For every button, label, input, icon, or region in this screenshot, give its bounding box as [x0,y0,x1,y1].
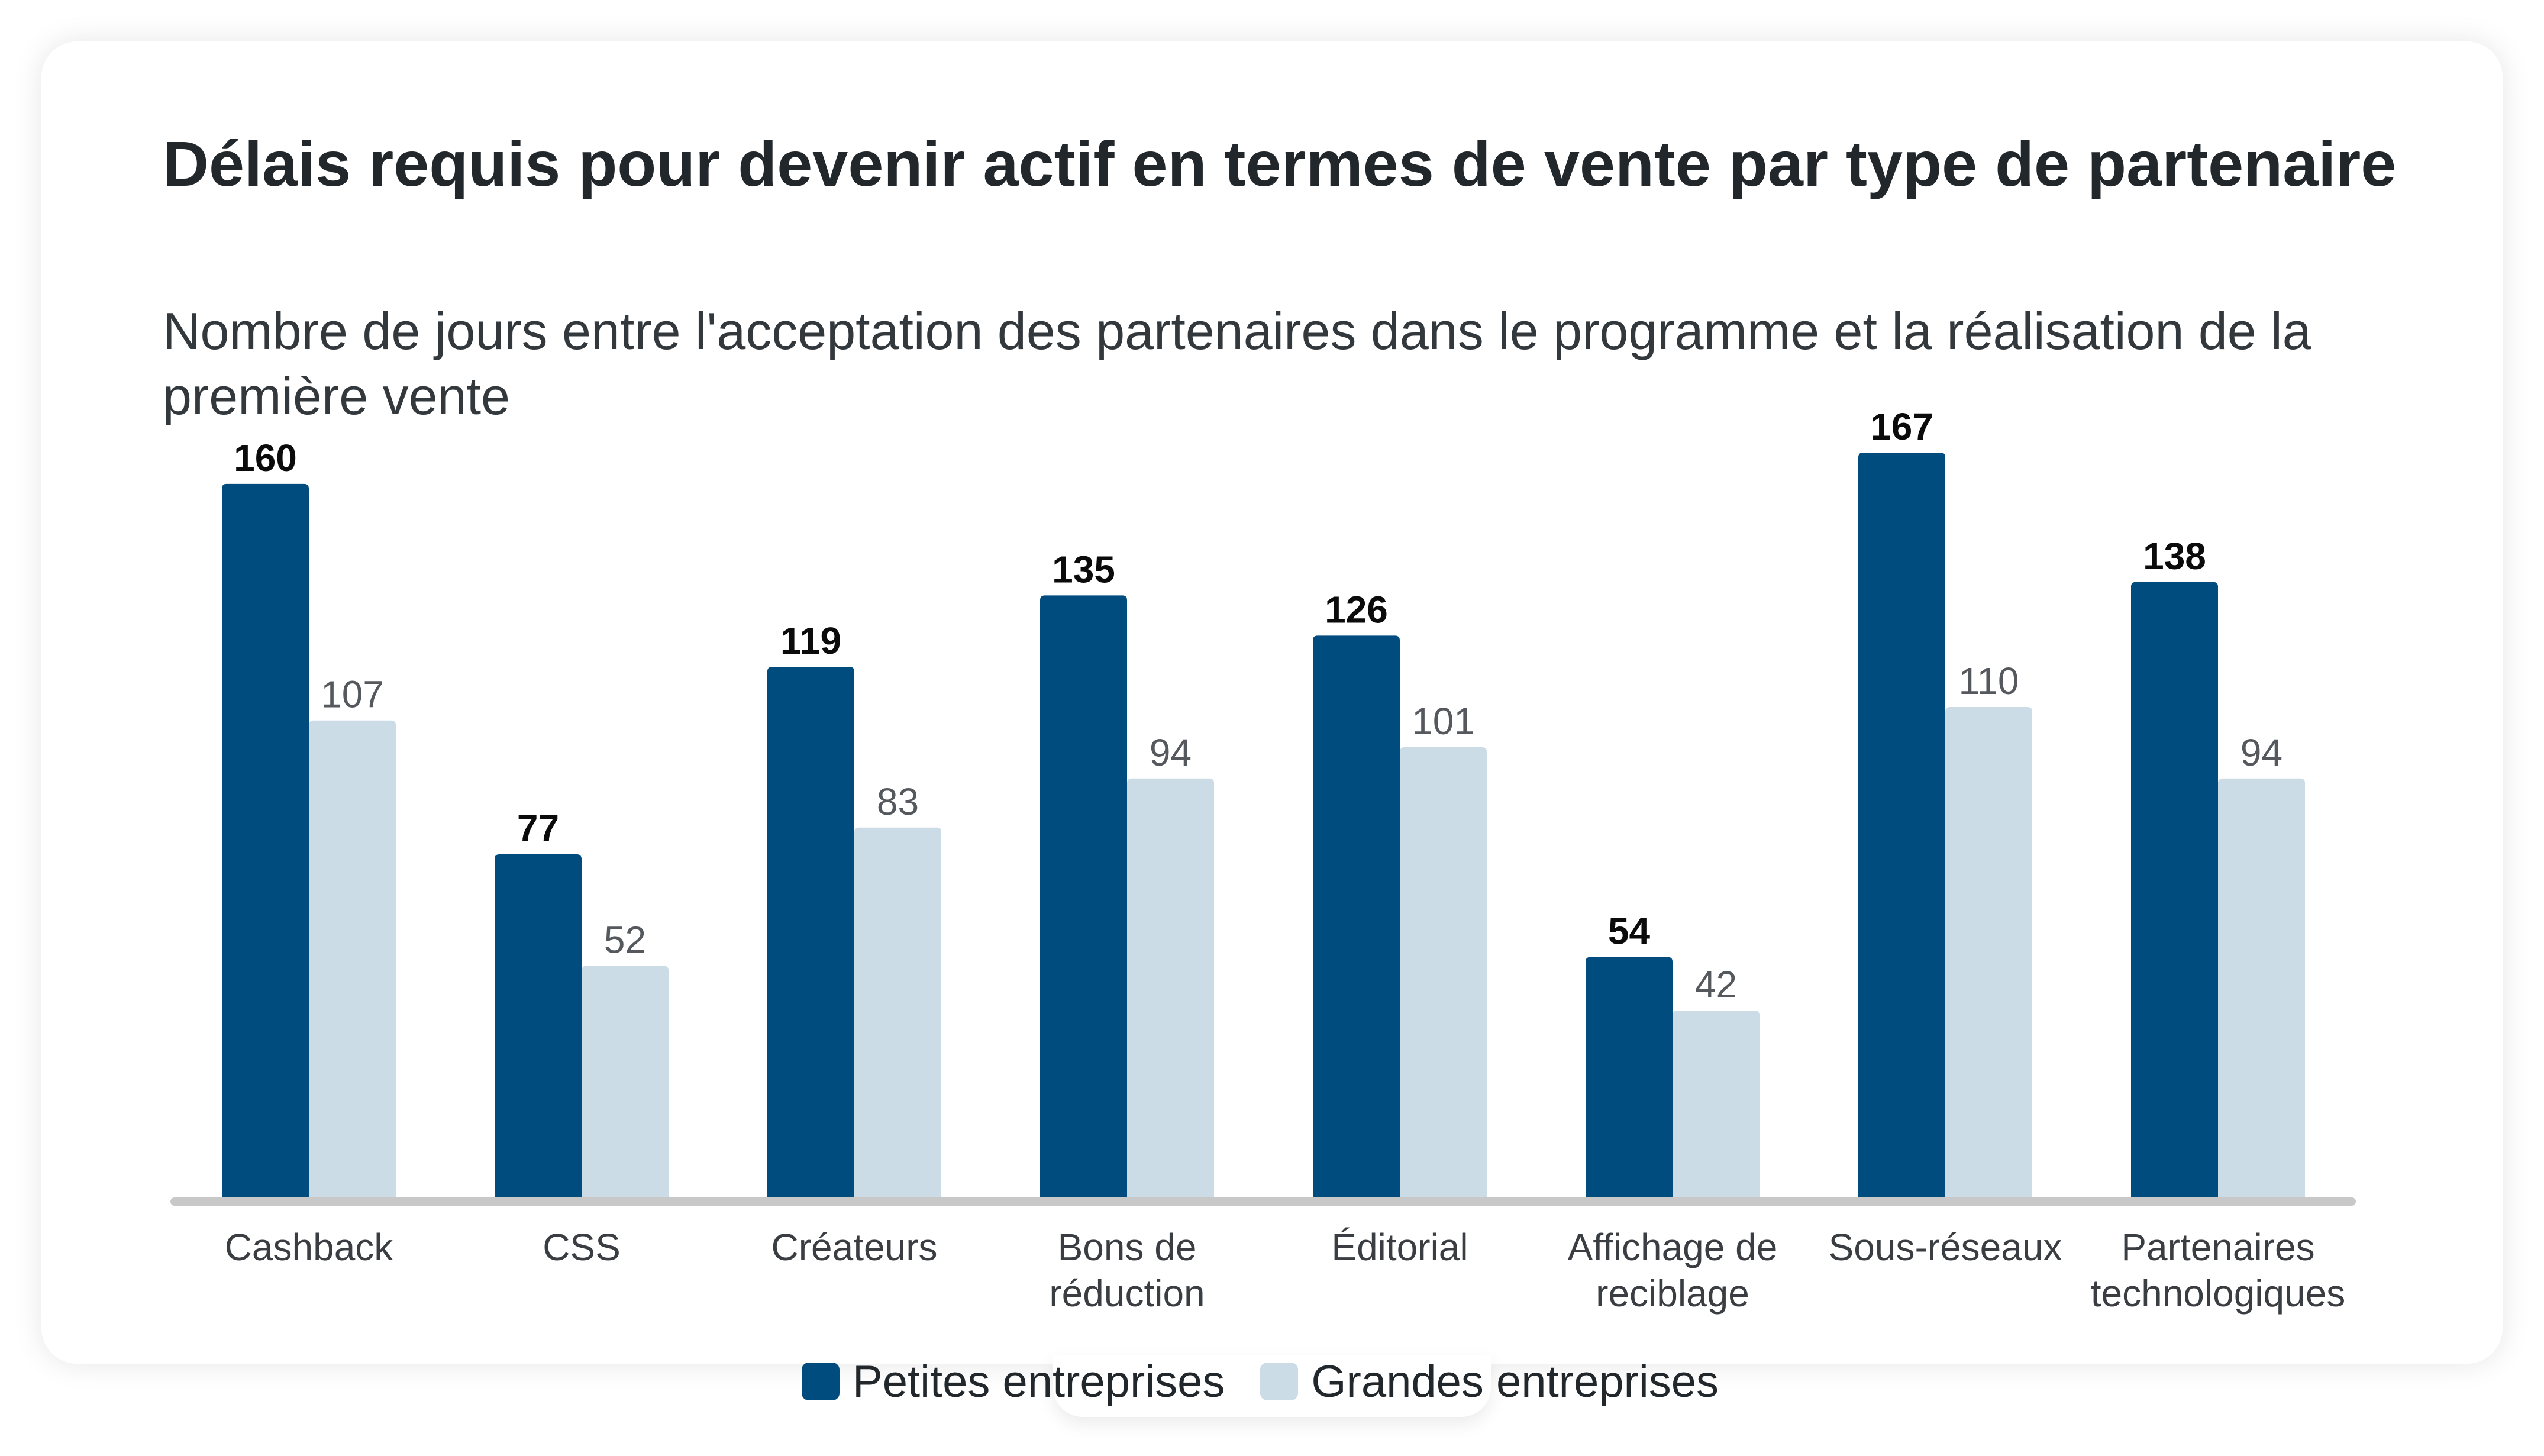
bar-sous-reseaux-grandes-entreprises[interactable] [1945,707,2032,1198]
data-label-cashback-petites-entreprises: 160 [234,437,297,479]
data-label-sous-reseaux-petites-entreprises: 167 [1870,405,1933,448]
data-label-cashback-grandes-entreprises: 107 [321,673,384,716]
category-label-bons-de-reduction-line-1: Bons de [1058,1226,1197,1268]
bar-sous-reseaux-petites-entreprises[interactable] [1858,453,1945,1198]
chart-card [41,41,2503,1364]
data-label-affichage-de-reciblage-grandes-entreprises: 42 [1695,963,1737,1006]
bar-bons-de-reduction-petites-entreprises[interactable] [1040,595,1127,1198]
legend-label-petites-entreprises: Petites entreprises [853,1356,1225,1407]
data-label-editorial-grandes-entreprises: 101 [1412,700,1475,742]
bar-partenaires-technologiques-petites-entreprises[interactable] [2131,582,2218,1198]
legend: Petites entreprises Grandes entreprises [802,1355,1719,1408]
category-label-affichage-de-reciblage-line-2: reciblage [1596,1272,1749,1315]
data-label-css-grandes-entreprises: 52 [604,919,646,961]
category-label-partenaires-technologiques-line-1: Partenaires [2121,1226,2314,1268]
data-label-sous-reseaux-grandes-entreprises: 110 [1958,660,2019,702]
legend-swatch-grandes-entreprises [1260,1363,1299,1400]
category-label-editorial: Éditorial [1331,1226,1468,1268]
bar-createurs-petites-entreprises[interactable] [767,667,854,1198]
data-label-partenaires-technologiques-grandes-entreprises: 94 [2240,731,2283,774]
category-label-createurs: Créateurs [771,1226,938,1268]
bar-partenaires-technologiques-grandes-entreprises[interactable] [2218,778,2305,1198]
category-label-sous-reseaux: Sous-réseaux [1829,1226,2062,1268]
data-label-bons-de-reduction-petites-entreprises: 135 [1052,548,1115,590]
legend-swatch-petites-entreprises [802,1363,840,1400]
legend-label-grandes-entreprises: Grandes entreprises [1311,1356,1719,1407]
bar-createurs-grandes-entreprises[interactable] [854,827,941,1198]
bar-cashback-petites-entreprises[interactable] [222,483,309,1198]
labels-layer: 160 107 77 52 119 83 135 94 126 101 54 42 167 110 138 9… [234,405,2283,1006]
category-label-affichage-de-reciblage-line-1: Affichage de [1568,1226,1778,1268]
bar-css-grandes-entreprises[interactable] [582,966,669,1198]
bars-layer [222,453,2305,1198]
category-label-bons-de-reduction-line-2: réduction [1049,1272,1205,1315]
category-label-cashback: Cashback [225,1226,394,1268]
data-label-createurs-grandes-entreprises: 83 [877,780,919,823]
chart-subtitle: Nombre de jours entre l'acceptation des … [163,302,2311,425]
legend-item-petites-entreprises[interactable]: Petites entreprises [802,1356,1225,1407]
category-label-partenaires-technologiques-line-2: technologiques [2091,1272,2346,1315]
legend-item-grandes-entreprises[interactable]: Grandes entreprises [1260,1356,1719,1407]
bar-editorial-petites-entreprises[interactable] [1313,635,1400,1198]
chart-title: Délais requis pour devenir actif en term… [163,128,2397,199]
data-label-css-petites-entreprises: 77 [517,807,559,850]
bar-affichage-de-reciblage-grandes-entreprises[interactable] [1673,1011,1760,1198]
category-label-css: CSS [543,1226,621,1268]
bar-cashback-grandes-entreprises[interactable] [309,720,396,1198]
bar-affichage-de-reciblage-petites-entreprises[interactable] [1586,957,1673,1198]
bar-bons-de-reduction-grandes-entreprises[interactable] [1127,778,1214,1198]
data-label-affichage-de-reciblage-petites-entreprises: 54 [1608,910,1651,953]
data-label-createurs-petites-entreprises: 119 [780,619,841,662]
bar-editorial-grandes-entreprises[interactable] [1400,747,1487,1198]
bar-css-petites-entreprises[interactable] [495,854,582,1198]
data-label-partenaires-technologiques-petites-entreprises: 138 [2143,535,2206,577]
data-label-editorial-petites-entreprises: 126 [1325,588,1388,631]
data-label-bons-de-reduction-grandes-entreprises: 94 [1150,731,1192,774]
